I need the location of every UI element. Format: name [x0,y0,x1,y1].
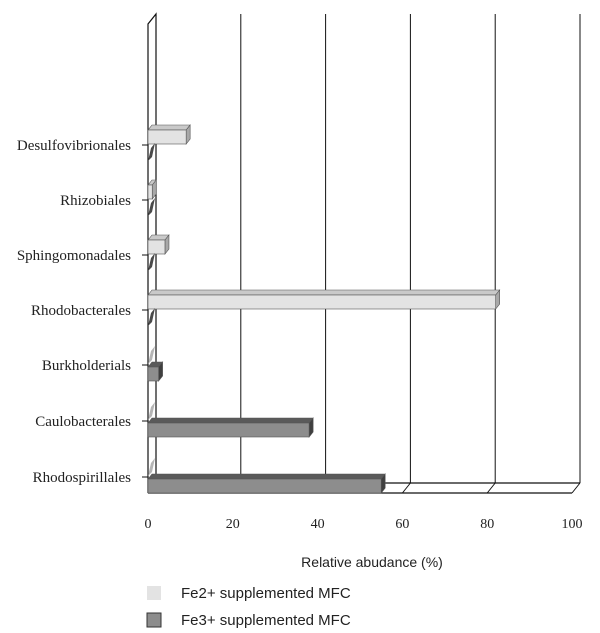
fe3-bar [148,143,155,161]
category-label: Desulfovibrionales [17,138,131,154]
fe3-bar [147,361,164,382]
fe2-bar [148,402,155,420]
bars [147,124,501,494]
legend-label: Fe2+ supplemented MFC [181,585,351,602]
fe3-bar [148,253,155,271]
fe3-bar [147,417,314,438]
category-label: Rhizobiales [60,193,131,209]
x-axis-title: Relative abudance (%) [301,554,443,570]
category-label: Rhodospirillales [33,470,131,486]
legend: Fe2+ supplemented MFC Fe3+ supplemented M… [146,585,351,629]
fe2-bar [148,458,155,476]
category-label: Rhodobacterales [31,303,131,319]
fe2-bar [147,234,170,255]
fe3-bar [148,308,155,326]
x-tick-label: 100 [562,517,583,532]
x-tick-label: 20 [226,517,240,532]
gridlines [232,14,581,494]
floor-gridline [486,482,496,494]
x-tick-label: 60 [395,517,409,532]
x-tick-labels: 0 20 40 60 80 100 [145,517,583,532]
category-label: Sphingomonadales [17,248,131,264]
x-tick-label: 0 [145,517,152,532]
fe3-bar [148,198,155,216]
category-labels: Desulfovibrionales Rhizobiales Sphingomona… [17,138,148,486]
x-tick-label: 40 [311,517,325,532]
fe2-bar [147,124,191,145]
fe2-bar [148,346,155,364]
legend-label: Fe3+ supplemented MFC [181,612,351,629]
fe2-bar [147,289,501,310]
floor-gridline [402,482,411,494]
floor-gridline [571,482,581,494]
category-label: Burkholderials [42,358,131,374]
x-tick-label: 80 [480,517,494,532]
legend-swatch [147,586,161,600]
fe2-bar [147,179,157,200]
category-label: Caulobacterales [35,414,131,430]
fe3-bar [147,473,386,494]
legend-swatch [146,612,162,628]
